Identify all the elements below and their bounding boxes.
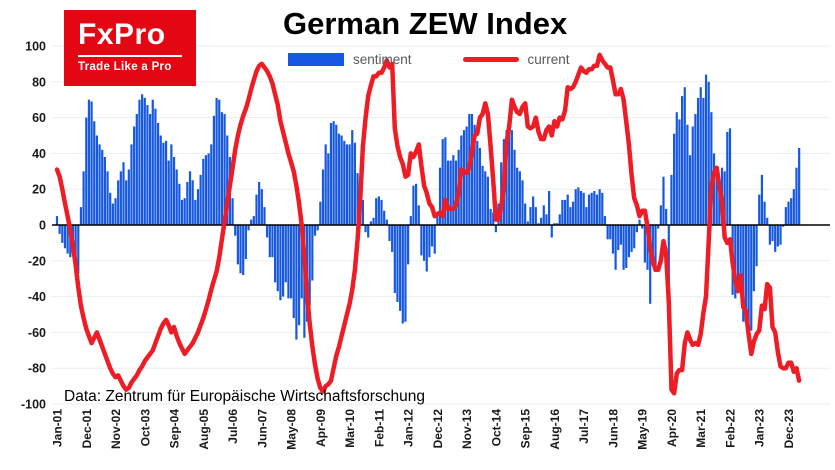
legend: sentiment current: [288, 52, 570, 67]
svg-text:Oct-03: Oct-03: [138, 409, 152, 447]
svg-text:Jan-01: Jan-01: [51, 409, 65, 447]
svg-text:Sep-15: Sep-15: [519, 409, 533, 449]
svg-text:Jun-18: Jun-18: [606, 409, 620, 448]
svg-text:Jul-17: Jul-17: [577, 409, 591, 444]
svg-text:Apr-20: Apr-20: [665, 409, 679, 447]
svg-text:Aug-16: Aug-16: [548, 409, 562, 450]
svg-text:Feb-11: Feb-11: [372, 409, 386, 447]
legend-sentiment-label: sentiment: [353, 52, 412, 67]
svg-text:-100: -100: [21, 398, 46, 412]
svg-text:Apr-09: Apr-09: [314, 409, 328, 447]
svg-text:-60: -60: [28, 326, 46, 340]
svg-text:20: 20: [32, 183, 46, 197]
svg-text:-40: -40: [28, 290, 46, 304]
svg-text:40: 40: [32, 147, 46, 161]
svg-text:Jan-23: Jan-23: [753, 409, 767, 447]
svg-text:Nov-02: Nov-02: [109, 409, 123, 449]
svg-text:60: 60: [32, 111, 46, 125]
svg-text:Jul-06: Jul-06: [226, 409, 240, 444]
legend-sentiment-swatch: [288, 53, 344, 66]
svg-text:100: 100: [25, 40, 46, 54]
fxpro-logo-tagline: Trade Like a Pro: [78, 61, 172, 73]
svg-text:Jan-12: Jan-12: [402, 409, 416, 447]
chart-title: German ZEW Index: [283, 6, 568, 41]
legend-current-swatch: [462, 57, 519, 62]
svg-text:Sep-04: Sep-04: [168, 409, 182, 449]
fxpro-logo-text: FxPro: [78, 18, 166, 51]
source-note: Data: Zentrum für Europäische Wirtschaft…: [64, 388, 425, 405]
svg-text:Oct-14: Oct-14: [489, 409, 503, 447]
svg-text:Dec-12: Dec-12: [431, 409, 445, 449]
svg-text:Nov-13: Nov-13: [460, 409, 474, 449]
svg-text:Aug-05: Aug-05: [197, 409, 211, 450]
svg-text:Dec-01: Dec-01: [80, 409, 94, 449]
fxpro-logo: FxPro Trade Like a Pro: [64, 10, 196, 86]
legend-current-label: current: [527, 52, 570, 67]
svg-text:Mar-10: Mar-10: [343, 409, 357, 448]
svg-text:May-08: May-08: [285, 409, 299, 450]
svg-text:Dec-23: Dec-23: [782, 409, 796, 449]
fxpro-logo-rule: [78, 55, 182, 57]
svg-text:0: 0: [39, 219, 46, 233]
svg-text:May-19: May-19: [636, 409, 650, 450]
svg-text:80: 80: [32, 75, 46, 89]
svg-text:Feb-22: Feb-22: [724, 409, 738, 448]
svg-text:Jun-07: Jun-07: [255, 409, 269, 448]
svg-text:-80: -80: [28, 362, 46, 376]
svg-text:-20: -20: [28, 254, 46, 268]
svg-text:Mar-21: Mar-21: [694, 409, 708, 448]
